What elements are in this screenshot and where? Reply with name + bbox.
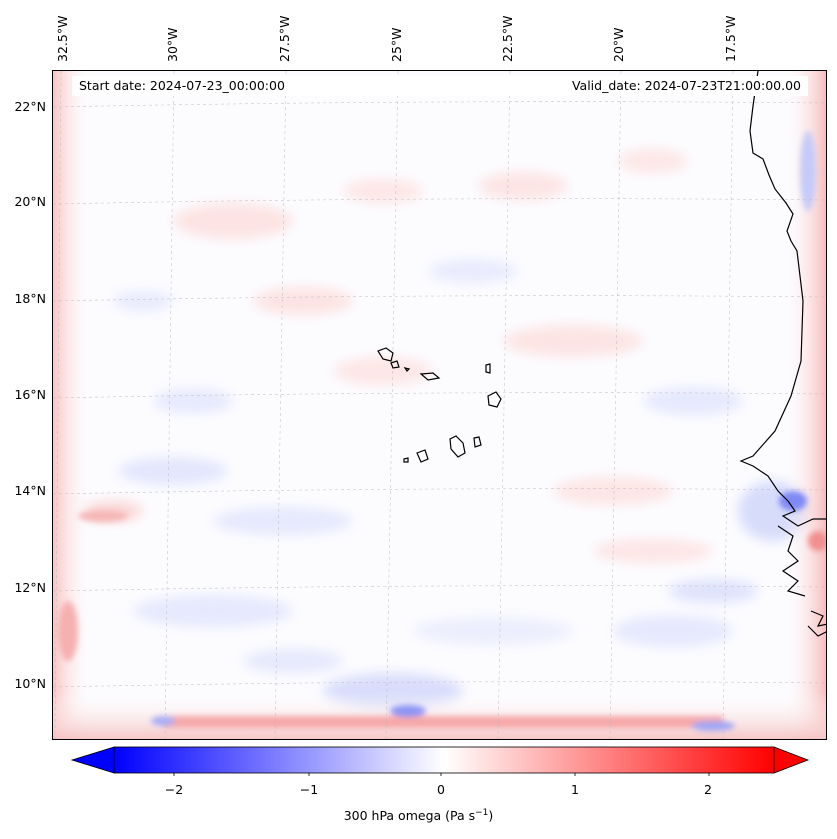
lon-label-22-5w: 22.5°W (500, 15, 515, 62)
colorbar-tick-label: 2 (704, 782, 712, 797)
date-info-bar (72, 76, 808, 96)
lat-label-22n: 22°N (14, 99, 46, 114)
colorbar-label-exponent: −1 (475, 808, 489, 818)
omega-field-map (53, 71, 826, 739)
colorbar-tick-label: −2 (164, 782, 184, 797)
lat-label-14n: 14°N (14, 483, 46, 498)
lat-label-10n: 10°N (14, 676, 46, 691)
lat-label-12n: 12°N (14, 580, 46, 595)
lon-label-27-5w: 27.5°W (277, 15, 292, 62)
colorbar-tick-label: 1 (571, 782, 579, 797)
gridlines (53, 71, 826, 739)
lon-label-30w: 30°W (165, 27, 180, 62)
strong-features (58, 131, 826, 731)
lon-label-32-5w: 32.5°W (55, 15, 70, 62)
colorbar-tick-label: 0 (437, 782, 445, 797)
lat-label-18n: 18°N (14, 291, 46, 306)
coastline (739, 71, 826, 637)
lat-label-20n: 20°N (14, 194, 46, 209)
colorbar-tick-marks (173, 773, 710, 776)
colorbar-label: 300 hPa omega (Pa s−1) (0, 808, 837, 823)
colorbar-label-main: 300 hPa omega (Pa s (343, 808, 476, 824)
colorbar-extend-low (70, 746, 115, 774)
colorbar (70, 746, 810, 776)
lon-label-20w: 20°W (611, 27, 626, 62)
map-frame (52, 70, 827, 740)
colorbar-tick-label: −1 (299, 782, 319, 797)
colorbar-label-end: ) (488, 808, 494, 824)
bottom-boundary-band (53, 691, 826, 739)
lon-label-17-5w: 17.5°W (723, 15, 738, 62)
valid-date-text: Valid_date: 2024-07-23T21:00:00.00 (571, 78, 801, 93)
cape-verde-islands (377, 347, 502, 463)
start-date-text: Start date: 2024-07-23_00:00:00 (79, 78, 285, 93)
colorbar-extend-high (773, 746, 810, 774)
omega-anomalies (83, 149, 808, 709)
colorbar-gradient (113, 746, 775, 774)
lon-label-25w: 25°W (389, 27, 404, 62)
lat-label-16n: 16°N (14, 387, 46, 402)
